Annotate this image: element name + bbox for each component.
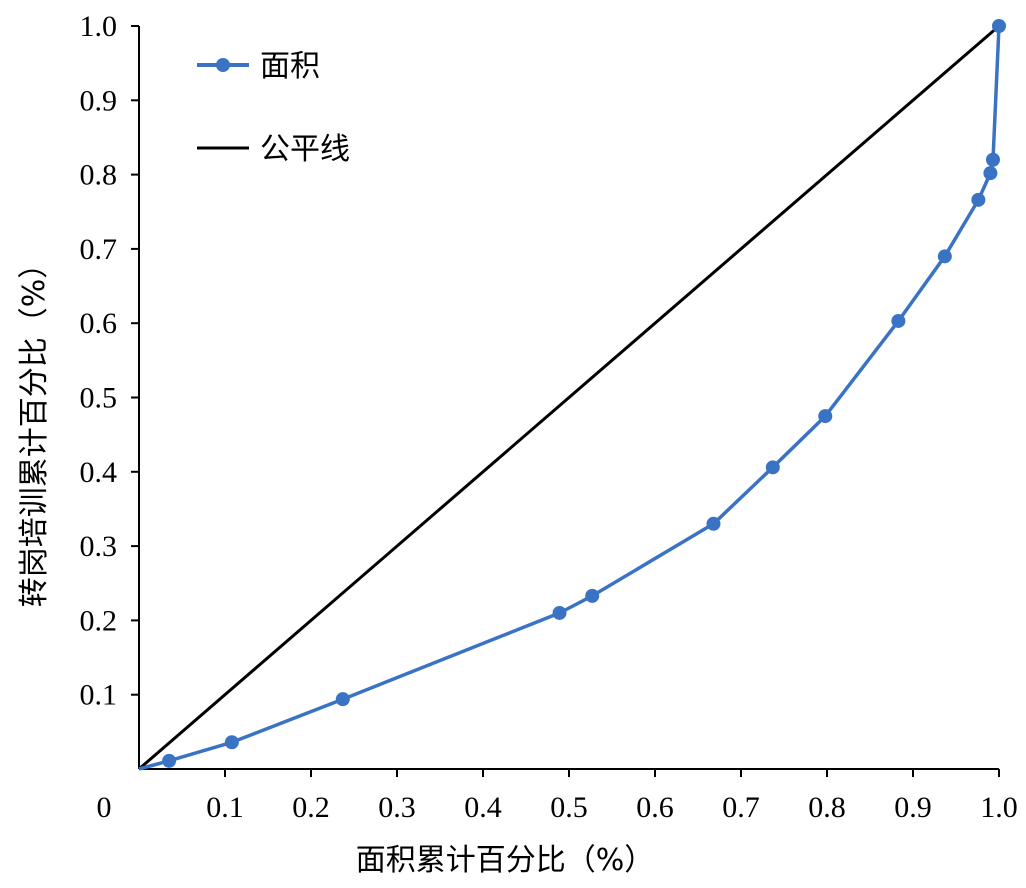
data-point-area: [983, 166, 998, 181]
legend: 面积 公平线: [197, 49, 350, 167]
data-point-area: [765, 460, 780, 475]
y-tick-label: 0.9: [80, 84, 118, 117]
y-tick-label: 0.6: [80, 307, 118, 340]
x-tick-label: 1.0: [980, 791, 1018, 824]
data-point-area: [335, 692, 350, 707]
y-tick-label: 0.5: [80, 382, 118, 415]
legend-marker-area: [216, 58, 230, 72]
data-point-area: [971, 192, 986, 207]
series-layer: [138, 19, 1006, 771]
data-point-area: [552, 605, 567, 620]
x-tick-label: 0.6: [636, 791, 674, 824]
data-point-area: [706, 516, 721, 531]
y-tick-label: 1.0: [80, 10, 118, 43]
y-tick-label: 0.1: [80, 679, 118, 712]
y-tick-label: 0.8: [80, 159, 118, 192]
x-tick-label: 0.9: [894, 791, 932, 824]
data-point-area: [985, 152, 1000, 167]
series-line-equality: [138, 24, 1000, 771]
x-tick-label: 0.5: [550, 791, 588, 824]
x-tick-label: 0.4: [464, 791, 502, 824]
data-point-area: [992, 19, 1006, 33]
legend-label-equality: 公平线: [260, 132, 350, 167]
data-point-area: [937, 249, 952, 264]
x-tick-label: 0.7: [722, 791, 760, 824]
y-axis-title: 转岗培训累计百分比（%）: [17, 249, 52, 608]
y-tick-label: 0.7: [80, 233, 118, 266]
data-point-area: [162, 753, 177, 768]
plot-area: 0.1 0.2 0.3 0.4 0.5 0.6 0.7 0.8 0.9 1.0 0.1 0.2 0.3…: [80, 10, 1018, 824]
legend-label-area: 面积: [260, 49, 320, 84]
data-point-area: [818, 409, 833, 424]
y-tick-label: 0.3: [80, 530, 118, 563]
data-point-area: [585, 588, 600, 603]
origin-label: 0: [97, 791, 112, 824]
y-tick-label: 0.2: [80, 604, 118, 637]
y-tick-label: 0.4: [80, 456, 118, 489]
data-point-area: [891, 313, 906, 328]
x-axis-ticks: 0.1 0.2 0.3 0.4 0.5 0.6 0.7 0.8 0.9 1.0: [206, 769, 1018, 824]
x-tick-label: 0.2: [292, 791, 330, 824]
x-tick-label: 0.3: [378, 791, 416, 824]
x-axis-title: 面积累计百分比（%）: [356, 843, 655, 878]
y-axis-ticks: 0.1 0.2 0.3 0.4 0.5 0.6 0.7 0.8 0.9 1.0: [80, 10, 139, 712]
data-point-area: [224, 735, 239, 750]
x-tick-label: 0.1: [206, 791, 244, 824]
x-tick-label: 0.8: [808, 791, 846, 824]
legend-item-area: 面积: [197, 49, 320, 84]
legend-item-equality: 公平线: [197, 132, 350, 167]
